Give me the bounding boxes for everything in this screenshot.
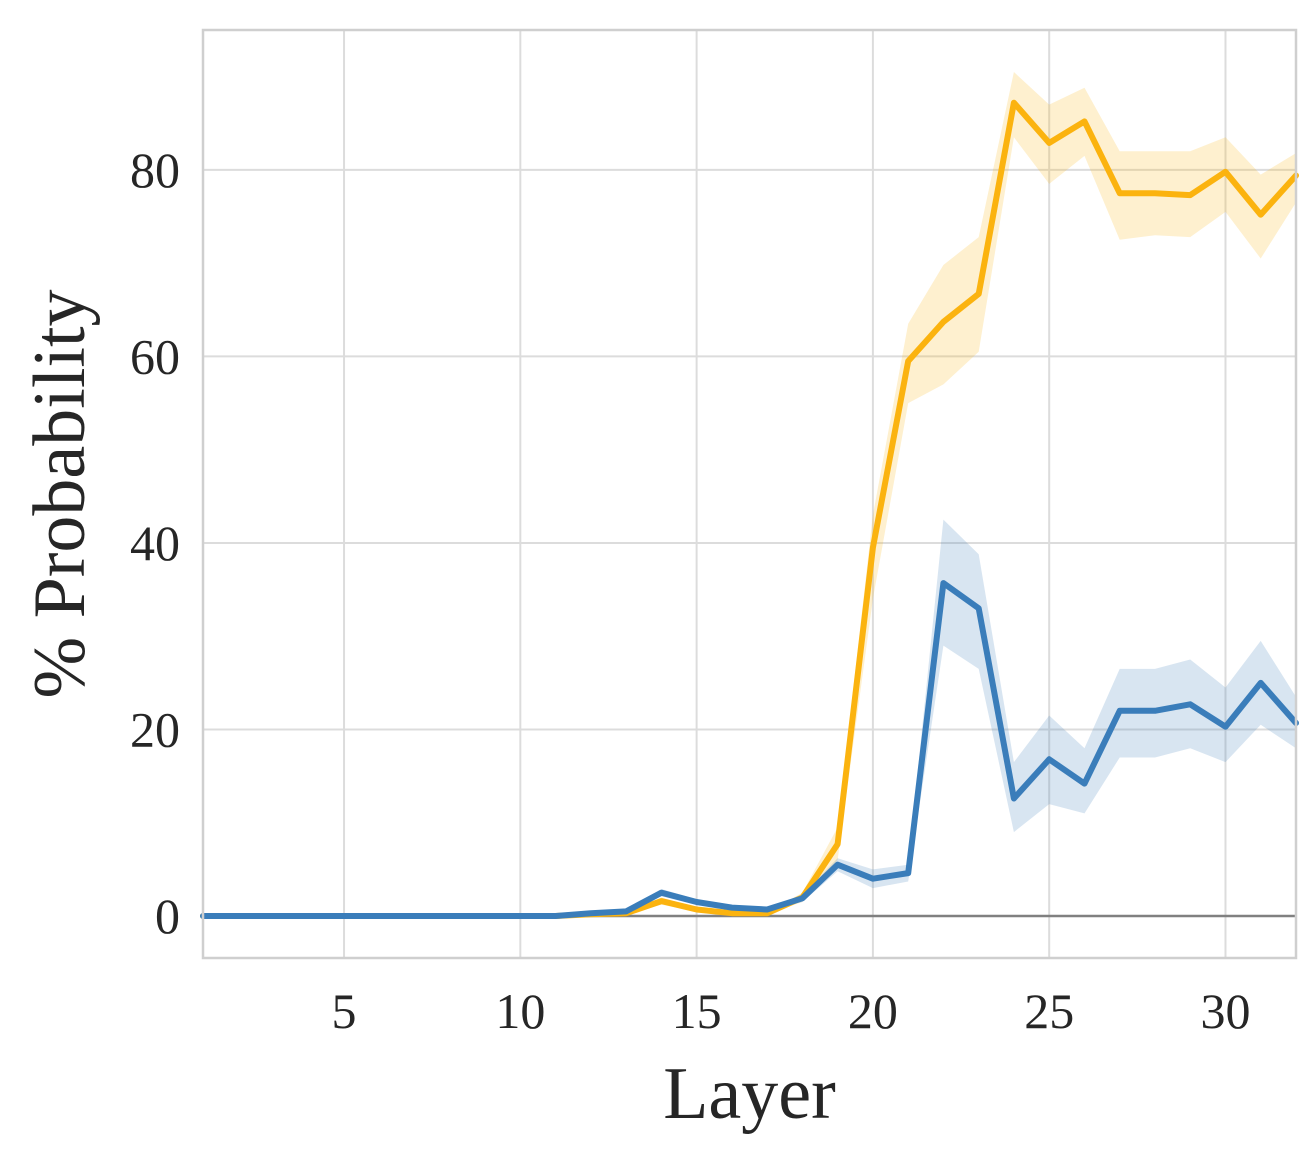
x-tick-label: 15: [672, 983, 722, 1039]
y-tick-label: 20: [130, 701, 180, 757]
x-tick-label: 10: [495, 983, 545, 1039]
y-tick-label: 0: [155, 888, 180, 944]
y-tick-label: 60: [130, 328, 180, 384]
x-axis-label: Layer: [663, 1053, 836, 1135]
y-tick-label: 40: [130, 515, 180, 571]
y-tick-labels: 0 20 40 60 80: [130, 142, 180, 944]
series-2-line: [200, 580, 1299, 919]
series-lines: [200, 99, 1299, 919]
series-1-band: [203, 72, 1296, 916]
y-axis-label: % Probability: [19, 289, 101, 698]
x-tick-label: 30: [1200, 983, 1250, 1039]
x-tick-label: 25: [1024, 983, 1074, 1039]
confidence-bands: [203, 72, 1296, 916]
y-tick-label: 80: [130, 142, 180, 198]
x-tick-label: 20: [848, 983, 898, 1039]
x-tick-labels: 5 10 15 20 25 30: [332, 983, 1251, 1039]
plot-frame: [201, 28, 1298, 960]
series-2-band: [203, 519, 1296, 916]
x-tick-label: 5: [332, 983, 357, 1039]
